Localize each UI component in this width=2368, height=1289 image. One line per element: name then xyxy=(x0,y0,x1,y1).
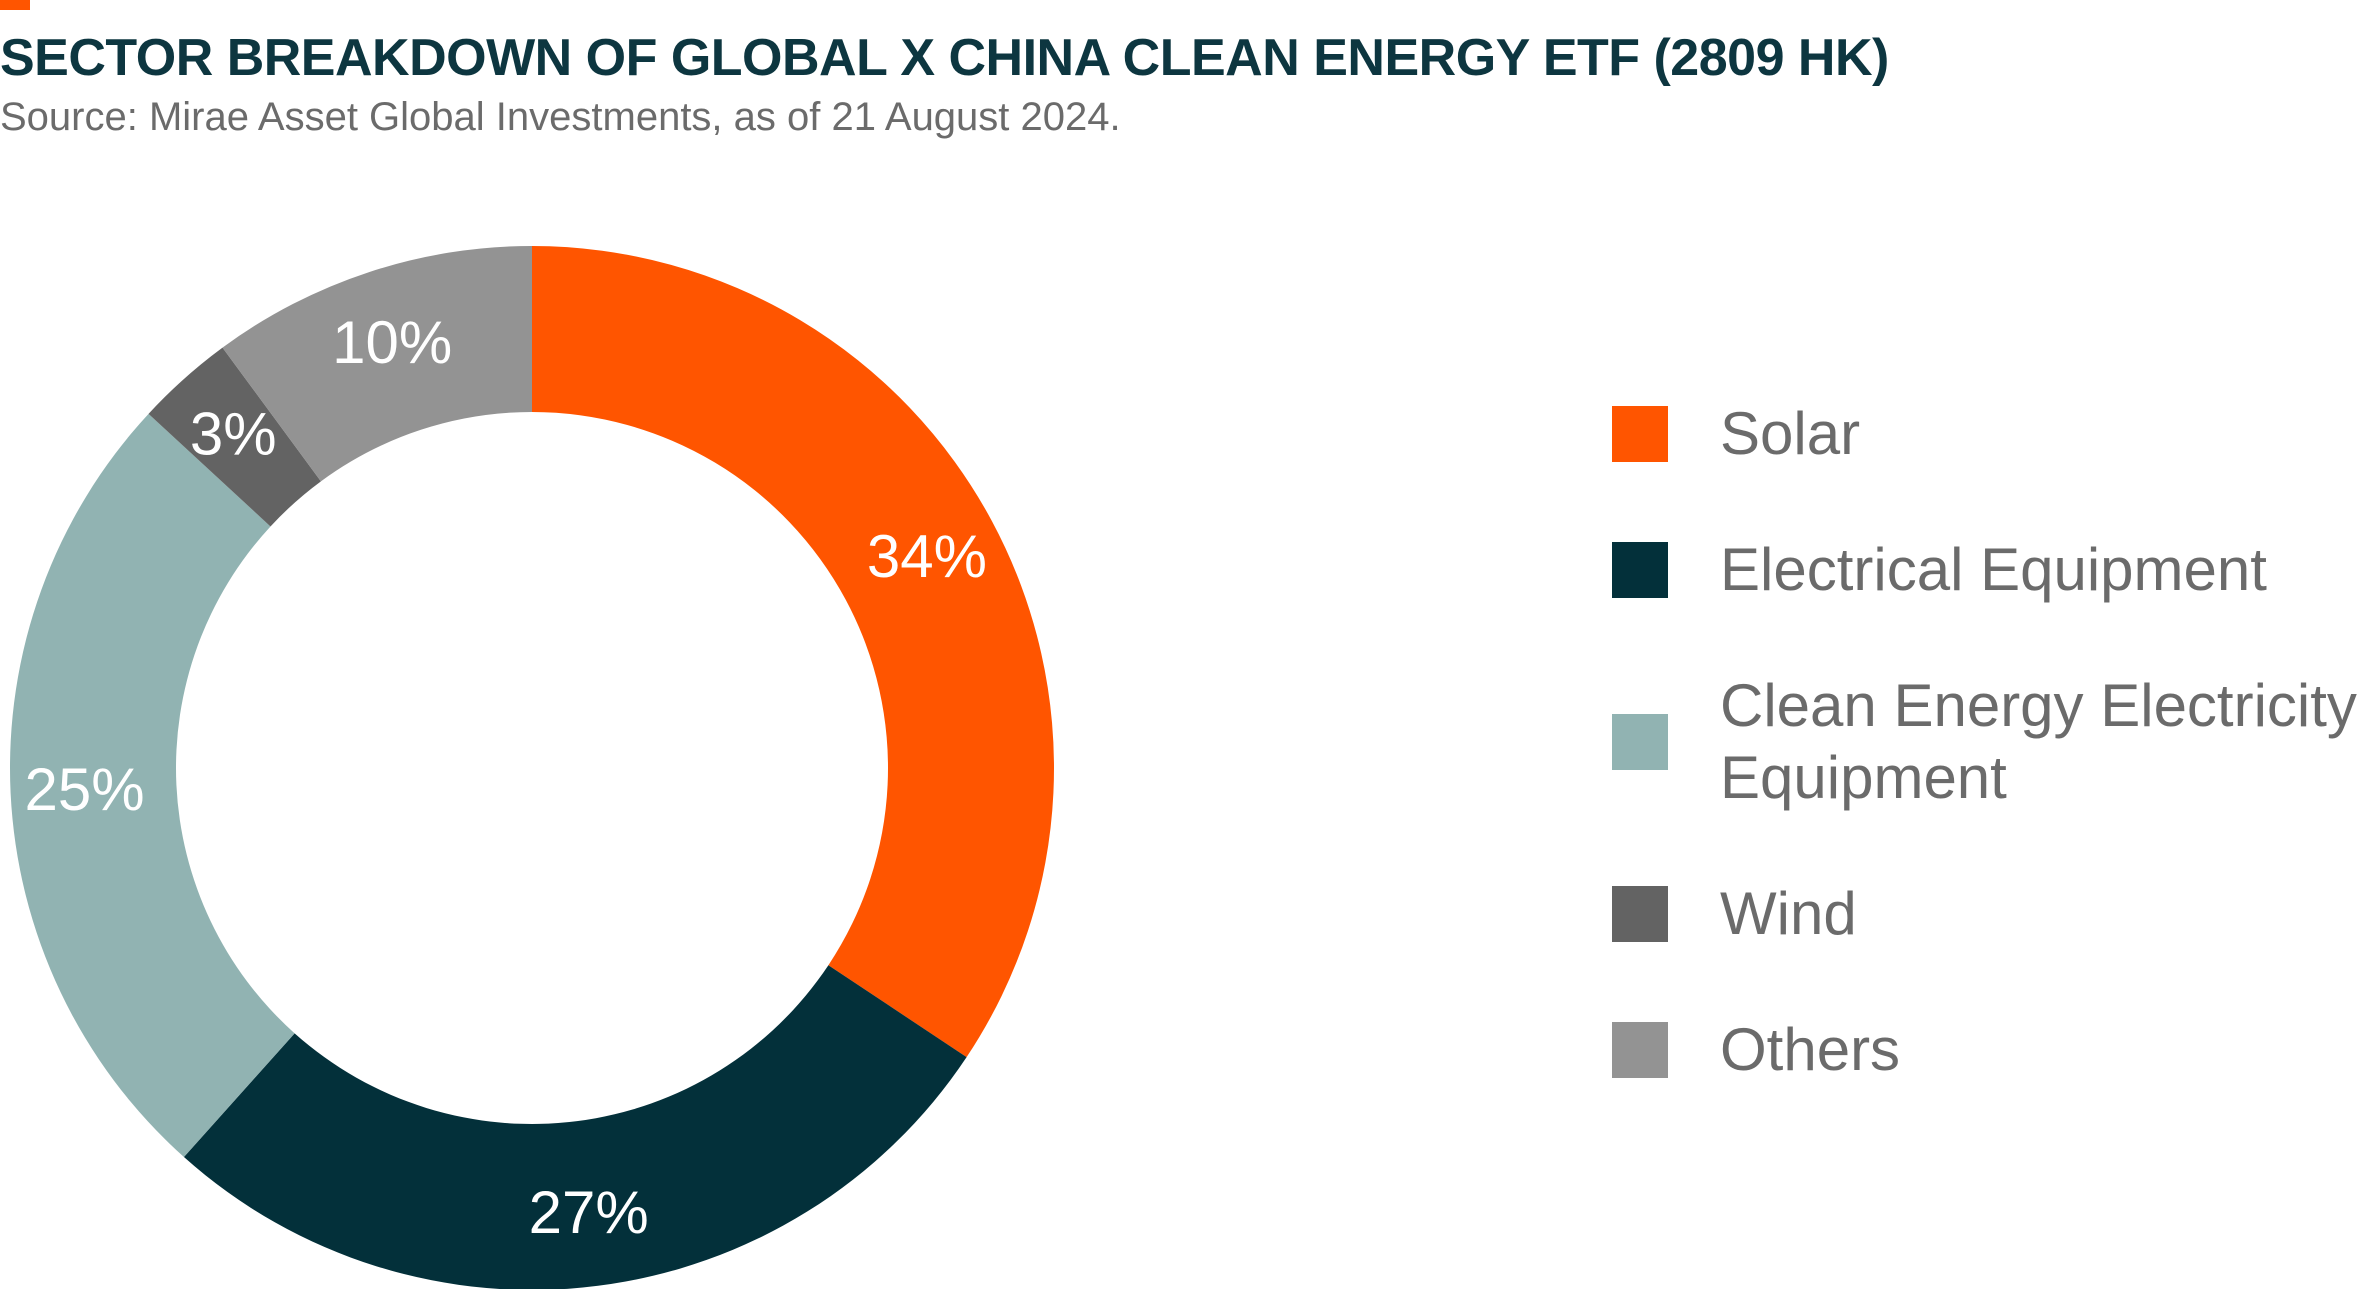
slice-label-solar: 34% xyxy=(867,523,987,590)
legend-swatch-others xyxy=(1612,1022,1668,1078)
legend-swatch-wind xyxy=(1612,886,1668,942)
title-accent-bar xyxy=(0,0,30,10)
legend-label-others: Others xyxy=(1720,1016,1901,1083)
slice-wind xyxy=(148,347,321,527)
legend-swatch-solar xyxy=(1612,406,1668,462)
slice-label-electrical-equipment: 27% xyxy=(529,1179,649,1246)
slice-others xyxy=(222,246,532,482)
legend-swatch-clean-energy-electricity-equipment xyxy=(1612,714,1668,770)
slice-label-wind: 3% xyxy=(190,401,277,468)
legend-swatch-electrical-equipment xyxy=(1612,542,1668,598)
slice-clean-energy-electricity-equipment xyxy=(9,413,295,1158)
slice-label-clean-energy-electricity-equipment: 25% xyxy=(24,756,144,823)
slice-label-others: 10% xyxy=(332,309,452,376)
slice-solar xyxy=(532,246,1054,1058)
chart-source-note: Source: Mirae Asset Global Investments, … xyxy=(0,95,1121,139)
chart-title: SECTOR BREAKDOWN OF GLOBAL X CHINA CLEAN… xyxy=(0,29,1889,87)
legend-label-wind: Wind xyxy=(1720,880,1857,947)
legend-label-clean-energy-electricity-equipment: Equipment xyxy=(1720,744,2007,811)
legend-label-clean-energy-electricity-equipment: Clean Energy Electricity xyxy=(1720,672,2357,739)
chart-legend: Solar Electrical Equipment Clean Energy El… xyxy=(1612,0,2362,1289)
legend-label-solar: Solar xyxy=(1720,400,1861,467)
slice-electrical-equipment xyxy=(183,965,967,1289)
legend-label-electrical-equipment: Electrical Equipment xyxy=(1720,536,2267,603)
